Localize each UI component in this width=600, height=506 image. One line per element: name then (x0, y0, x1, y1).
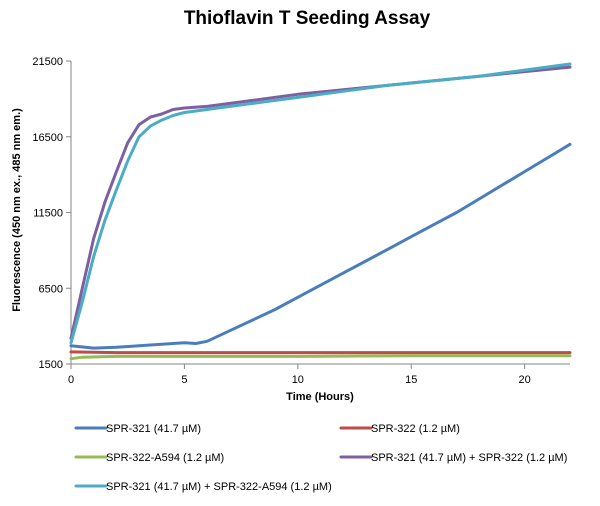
legend: SPR-321 (41.7 µM) SPR-322 (1.2 µM) SPR-322… (74, 423, 567, 493)
y-tick-label: 11500 (33, 208, 63, 220)
x-tick-label: 0 (68, 374, 74, 386)
x-tick-label: 15 (405, 374, 417, 386)
series-line-1 (69, 142, 572, 350)
series-line-4 (69, 65, 572, 340)
series-line-2 (69, 350, 572, 355)
x-tick-label: 20 (519, 374, 531, 386)
series-lines (69, 62, 572, 361)
x-tick-label: 10 (292, 374, 304, 386)
legend-label: SPR-321 (41.7 µM) + SPR-322 (1.2 µM) (371, 452, 567, 464)
series-line-5 (69, 62, 572, 345)
legend-item: SPR-322 (1.2 µM) (339, 423, 460, 435)
legend-item: SPR-321 (41.7 µM) (74, 423, 201, 435)
legend-label: SPR-321 (41.7 µM) (106, 423, 201, 435)
x-tick-label: 5 (181, 374, 187, 386)
legend-item: SPR-322-A594 (1.2 µM) (74, 452, 224, 464)
legend-label: SPR-322-A594 (1.2 µM) (106, 452, 224, 464)
legend-item: SPR-321 (41.7 µM) + SPR-322 (1.2 µM) (339, 452, 567, 464)
chart-title: Thioflavin T Seeding Assay (184, 8, 431, 29)
legend-item: SPR-321 (41.7 µM) + SPR-322-A594 (1.2 µM… (74, 481, 332, 493)
legend-label: SPR-321 (41.7 µM) + SPR-322-A594 (1.2 µM… (106, 481, 332, 493)
y-tick-label: 1500 (39, 359, 63, 371)
legend-label: SPR-322 (1.2 µM) (371, 423, 460, 435)
y-axis-ticks: 1500 6500 11500 16500 21500 (32, 56, 71, 371)
y-axis-label: Fluorescence (450 nm ex., 485 nm em.) (11, 108, 23, 312)
y-tick-label: 16500 (32, 132, 63, 144)
y-tick-label: 21500 (32, 56, 63, 68)
x-axis-label: Time (Hours) (286, 391, 354, 403)
x-axis-ticks: 0 5 10 15 20 (68, 364, 531, 386)
series-line-3 (69, 354, 572, 361)
y-tick-label: 6500 (39, 283, 63, 295)
